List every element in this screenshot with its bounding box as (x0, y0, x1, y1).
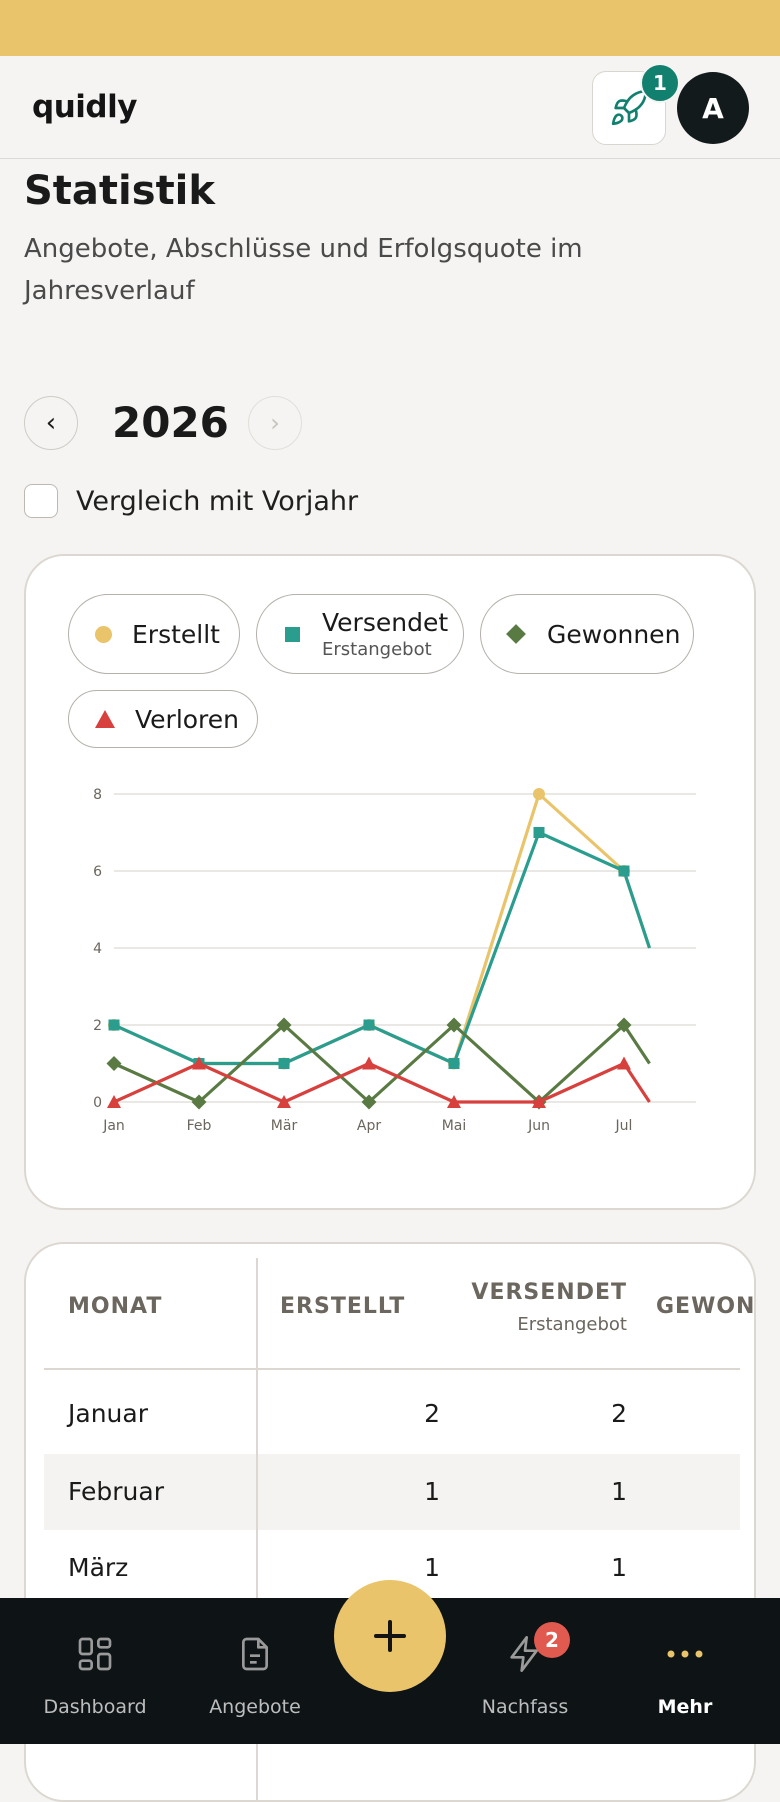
y-tick-label: 2 (93, 1018, 102, 1034)
data-point-sent (108, 1019, 120, 1031)
nav-label: Nachfass (481, 1696, 569, 1718)
data-point-lost (447, 1095, 461, 1108)
data-point-created (533, 788, 545, 800)
status-bar (0, 0, 780, 56)
data-point-won (276, 1017, 292, 1033)
data-point-sent (363, 1019, 375, 1031)
compare-previous-year[interactable]: Vergleich mit Vorjahr (24, 484, 358, 518)
col-header-month[interactable]: MONAT (68, 1294, 163, 1319)
data-point-sent (533, 827, 545, 838)
x-tick-label: Mai (442, 1118, 467, 1134)
table-row: Januar 2 2 (44, 1376, 740, 1452)
previous-year-button[interactable]: ‹ (24, 396, 78, 450)
series-line-created (113, 792, 652, 1066)
cell-created: 1 (424, 1477, 440, 1506)
col-header-won[interactable]: GEWONN (656, 1294, 756, 1319)
chevron-left-icon: ‹ (45, 408, 57, 438)
notification-badge: 1 (640, 63, 680, 103)
nav-more[interactable]: Mehr (630, 1598, 740, 1744)
data-point-lost (277, 1095, 291, 1108)
data-point-lost (107, 1095, 121, 1108)
chart-card: Erstellt Versendet Erstangebot Gewonnen … (24, 554, 756, 1210)
cell-month: Februar (68, 1477, 164, 1506)
y-tick-label: 4 (93, 941, 102, 957)
series-line-lost (113, 1061, 651, 1104)
data-point-lost (362, 1056, 376, 1070)
square-marker-icon (285, 626, 300, 642)
col-header-created[interactable]: ERSTELLT (280, 1294, 406, 1319)
cell-sent: 2 (611, 1399, 627, 1428)
year-label: 2026 (112, 398, 229, 447)
page-title: Statistik (24, 168, 215, 214)
grid-icon (78, 1637, 112, 1671)
data-point-sent (618, 865, 630, 877)
compare-checkbox[interactable] (24, 484, 58, 518)
x-tick-label: Feb (187, 1118, 212, 1134)
legend-label: Versendet (322, 608, 449, 637)
legend-label: Gewonnen (547, 619, 681, 649)
x-tick-label: Mär (271, 1118, 298, 1134)
followup-badge: 2 (534, 1622, 570, 1658)
y-tick-label: 8 (93, 787, 102, 803)
data-point-lost (532, 1095, 546, 1108)
nav-followup[interactable]: Nachfass (470, 1598, 580, 1744)
data-point-sent (448, 1058, 460, 1069)
cell-created: 1 (424, 1553, 440, 1582)
cell-sent: 1 (611, 1553, 627, 1582)
legend-sent[interactable]: Versendet Erstangebot (256, 594, 464, 674)
app-header: quidly 1 A (0, 56, 780, 159)
line-chart: 0 2 4 6 8 Jan Feb Mär Apr Mai Jun Jul (93, 787, 696, 1134)
legend-label: Erstellt (132, 619, 220, 649)
nav-label: Mehr (657, 1696, 713, 1718)
more-dots-icon (667, 1650, 703, 1658)
plus-icon (374, 1620, 406, 1652)
triangle-marker-icon (95, 710, 115, 728)
x-tick-label: Apr (357, 1118, 381, 1134)
table-row: Februar 1 1 (44, 1454, 740, 1530)
avatar[interactable]: A (677, 72, 749, 144)
nav-offers[interactable]: Angebote (200, 1598, 310, 1744)
data-point-won (361, 1094, 377, 1110)
nav-label: Angebote (209, 1696, 301, 1718)
legend-label: Verloren (135, 704, 240, 734)
legend-sublabel: Erstangebot (322, 639, 432, 660)
legend-won[interactable]: Gewonnen (480, 594, 694, 674)
series-line-won (113, 1023, 651, 1104)
document-icon (242, 1637, 268, 1671)
circle-marker-icon (95, 625, 112, 643)
y-tick-label: 6 (93, 864, 102, 880)
x-tick-label: Jul (615, 1118, 633, 1134)
diamond-marker-icon (506, 624, 526, 644)
cell-month: Januar (68, 1399, 148, 1428)
data-point-won (446, 1017, 462, 1033)
legend-lost[interactable]: Verloren (68, 690, 258, 748)
nav-dashboard[interactable]: Dashboard (40, 1598, 150, 1744)
data-point-won (191, 1094, 207, 1110)
cell-sent: 1 (611, 1477, 627, 1506)
compare-label: Vergleich mit Vorjahr (76, 485, 359, 517)
next-year-button[interactable]: › (248, 396, 302, 450)
sticky-column-divider (256, 1258, 258, 1800)
lightning-icon (510, 1636, 538, 1672)
page-subtitle: Angebote, Abschlüsse und Erfolgsquote im… (24, 234, 583, 306)
data-point-lost (192, 1056, 206, 1070)
y-tick-label: 0 (93, 1095, 102, 1111)
cell-created: 2 (424, 1399, 440, 1428)
data-point-won (106, 1056, 122, 1071)
series-line-sent (113, 830, 652, 1066)
header-divider (44, 1368, 740, 1370)
chevron-right-icon: › (270, 409, 280, 437)
nav-label: Dashboard (43, 1696, 147, 1718)
app-logo[interactable]: quidly (32, 89, 137, 125)
data-point-sent (278, 1058, 290, 1069)
col-header-sent-sub: Erstangebot (517, 1314, 627, 1335)
x-tick-label: Jun (527, 1118, 550, 1134)
data-point-lost (617, 1056, 631, 1070)
col-header-sent[interactable]: VERSENDET (471, 1280, 627, 1305)
data-point-won (616, 1017, 632, 1033)
legend-created[interactable]: Erstellt (68, 594, 240, 674)
add-button[interactable] (334, 1580, 446, 1692)
x-tick-label: Jan (102, 1118, 125, 1134)
cell-month: März (68, 1553, 129, 1582)
